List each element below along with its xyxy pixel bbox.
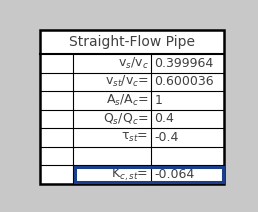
Text: K$_{c,st}$=: K$_{c,st}$= (111, 166, 149, 183)
Text: τ$_{st}$=: τ$_{st}$= (121, 131, 149, 144)
Text: v$_s$/v$_c$: v$_s$/v$_c$ (118, 56, 149, 71)
Text: 0.399964: 0.399964 (155, 57, 214, 70)
Text: -0.064: -0.064 (155, 168, 195, 181)
Text: 1: 1 (155, 94, 163, 107)
Text: 0.600036: 0.600036 (155, 75, 214, 88)
Text: Q$_s$/Q$_c$=: Q$_s$/Q$_c$= (103, 111, 149, 127)
Text: -0.4: -0.4 (155, 131, 179, 144)
Text: Straight-Flow Pipe: Straight-Flow Pipe (69, 35, 195, 49)
Bar (75, 167, 223, 183)
Text: 0.4: 0.4 (155, 112, 174, 126)
Text: A$_s$/A$_c$=: A$_s$/A$_c$= (106, 93, 149, 108)
Text: v$_{st}$/v$_c$=: v$_{st}$/v$_c$= (105, 74, 149, 89)
